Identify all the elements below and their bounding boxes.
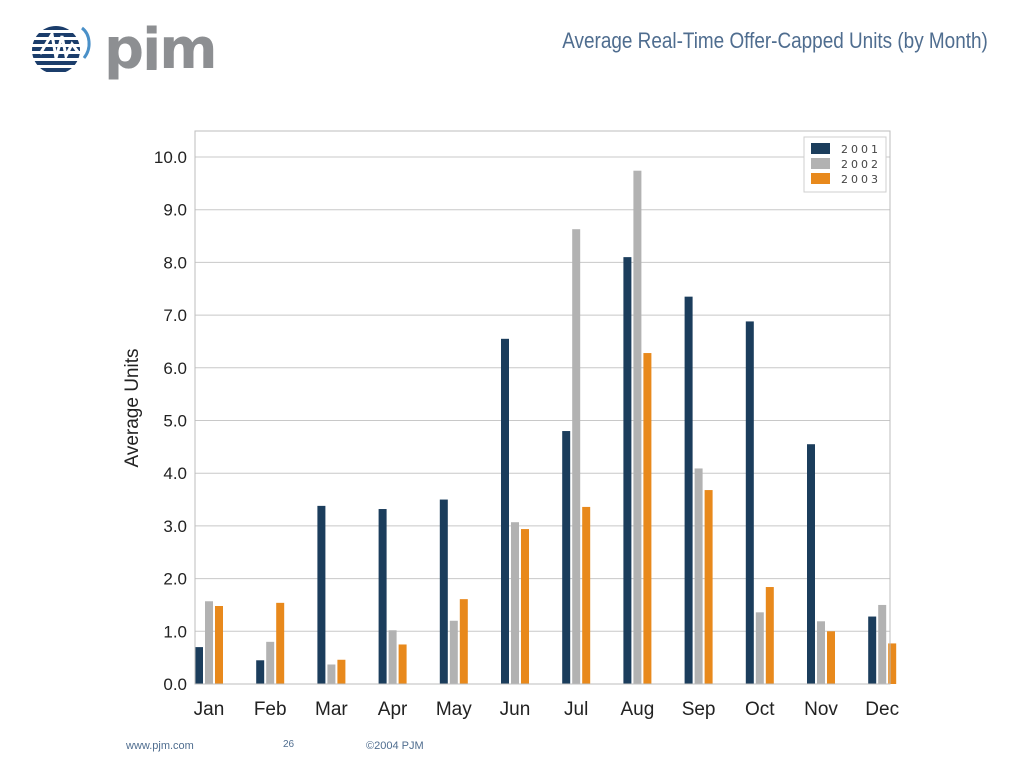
bar-2002-jan (205, 601, 213, 684)
footer-url[interactable]: www.pjm.com (126, 740, 194, 752)
footer-copyright: ©2004 PJM (366, 740, 424, 752)
pjm-logo[interactable]: pjm (22, 14, 218, 84)
y-tick-label: 6.0 (163, 359, 187, 378)
bar-2003-aug (643, 353, 652, 684)
bar-2001-aug (623, 257, 632, 684)
bar-2002-jul (572, 229, 581, 684)
bar-2001-apr (378, 509, 387, 684)
bar-2001-jun (501, 338, 509, 684)
x-tick-label: Nov (804, 699, 838, 720)
bar-2003-jan (215, 606, 223, 684)
bar-2003-jul (582, 506, 591, 684)
y-tick-label: 10.0 (154, 148, 187, 167)
y-tick-labels: 0.0 1.0 2.0 3.0 4.0 5.0 6.0 7.0 8.0 9.0 10.0 (154, 148, 187, 694)
bar-2003-nov (827, 631, 835, 684)
bar-2001-oct (745, 321, 754, 684)
bar-2002-sep (694, 468, 703, 684)
legend-swatch-2001 (811, 143, 830, 154)
pjm-globe-icon (32, 26, 91, 72)
y-tick-label: 1.0 (163, 622, 187, 641)
bar-2002-mar (327, 664, 336, 684)
legend-label-2003: 2003 (841, 173, 881, 186)
bar-2001-jul (562, 431, 571, 684)
bar-2003-jun (521, 529, 529, 684)
logo-text: pjm (104, 17, 218, 82)
x-tick-label: Dec (865, 699, 899, 720)
x-tick-label: May (436, 699, 472, 720)
bar-2001-feb (256, 660, 265, 684)
y-tick-label: 5.0 (163, 412, 187, 431)
bar-2002-feb (266, 641, 275, 684)
bar-2003-dec (888, 643, 897, 684)
x-tick-label: Oct (745, 699, 775, 720)
bar-2003-mar (337, 659, 346, 684)
x-tick-label: Feb (254, 699, 287, 720)
y-tick-label: 4.0 (163, 464, 187, 483)
bar-2003-feb (276, 602, 285, 684)
bar-2001-nov (807, 444, 815, 684)
legend-label-2002: 2002 (841, 158, 881, 171)
bar-2002-nov (817, 621, 825, 684)
page-number: 26 (283, 739, 295, 750)
chart-bars (195, 170, 897, 684)
x-tick-label: Jun (500, 699, 531, 720)
x-tick-label: Mar (315, 699, 348, 720)
x-tick-label: Aug (620, 699, 654, 720)
chart-grid (195, 156, 890, 685)
legend-label-2001: 2001 (841, 143, 881, 156)
bar-2002-jun (511, 522, 519, 684)
bar-2001-may (439, 499, 448, 684)
x-tick-label: Sep (682, 699, 716, 720)
y-tick-label: 3.0 (163, 517, 187, 536)
bar-2001-dec (868, 616, 877, 684)
bar-2003-oct (765, 587, 774, 684)
x-tick-label: Apr (378, 699, 408, 720)
bar-2001-sep (684, 296, 693, 684)
x-tick-label: Jan (194, 699, 225, 720)
bar-2002-apr (388, 630, 397, 684)
bar-2002-aug (633, 170, 642, 684)
bar-2003-may (459, 599, 468, 684)
bar-2001-mar (317, 505, 326, 684)
x-tick-label: Jul (564, 699, 588, 720)
bar-2003-sep (704, 490, 713, 684)
bar-2002-oct (755, 612, 764, 684)
y-tick-label: 9.0 (163, 201, 187, 220)
bar-2001-jan (195, 647, 203, 684)
chart-legend: 2001 2002 2003 (803, 136, 887, 193)
legend-swatch-2003 (811, 173, 830, 184)
bar-2002-dec (878, 604, 887, 684)
slide-title: Average Real-Time Offer-Capped Units (by… (562, 28, 988, 53)
y-axis-label: Average Units (122, 349, 143, 468)
bar-2002-may (449, 620, 458, 684)
y-tick-label: 0.0 (163, 675, 187, 694)
legend-swatch-2002 (811, 158, 830, 169)
plot-frame (194, 130, 891, 685)
y-tick-label: 2.0 (163, 570, 187, 589)
y-tick-label: 8.0 (163, 253, 187, 272)
y-tick-label: 7.0 (163, 306, 187, 325)
x-tick-labels: Jan Feb Mar Apr May Jun Jul Aug Sep Oct Nov Dec (194, 699, 899, 720)
bar-2003-apr (398, 644, 407, 684)
